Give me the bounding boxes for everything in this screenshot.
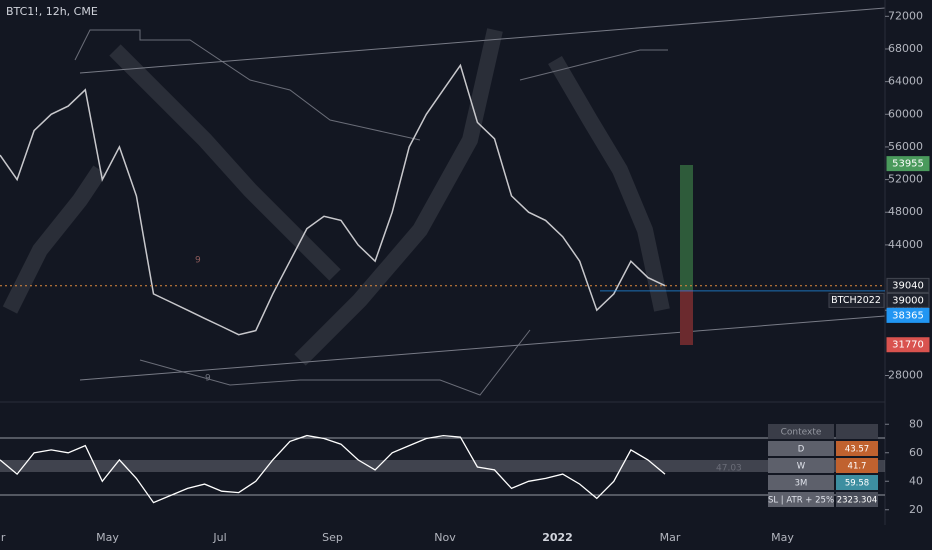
- price-label-box: [886, 156, 930, 172]
- y-tick-label: 56000: [888, 140, 923, 153]
- band: [2, 165, 107, 314]
- table-header-cell: [768, 424, 834, 439]
- table-row-label: D: [798, 445, 805, 455]
- step-line: [74, 29, 421, 141]
- chart-title: BTC1!, 12h, CME: [6, 5, 98, 18]
- series-line: [0, 63, 666, 336]
- y-tick-label: 72000: [888, 9, 923, 22]
- price-label: 31770: [892, 340, 924, 351]
- price-label-box: [886, 307, 930, 323]
- x-tick-label: Nov: [434, 531, 456, 544]
- y-tick-label: 48000: [888, 205, 923, 218]
- table-title: Contexte: [781, 428, 822, 438]
- table-row-value: 59.58: [845, 479, 869, 489]
- price-label: 38365: [892, 310, 924, 321]
- y-tick-label: 44000: [888, 238, 923, 251]
- target-zone: [680, 165, 693, 290]
- y-tick-label: 20: [909, 503, 923, 516]
- channel-lower: [79, 315, 886, 381]
- table-cell: [836, 441, 878, 456]
- stop-zone: [680, 290, 693, 345]
- y-tick-label: 80: [909, 417, 923, 430]
- channel-upper: [79, 7, 886, 74]
- table-cell: [768, 441, 834, 456]
- table-cell: [768, 458, 834, 473]
- table-cell: [836, 458, 878, 473]
- y-tick-label: 28000: [888, 369, 923, 382]
- y-tick-label: 64000: [888, 75, 923, 88]
- table-row-label: SL | ATR + 25%: [768, 496, 834, 506]
- price-label: 39040: [892, 280, 924, 291]
- y-tick-label: 68000: [888, 42, 923, 55]
- price-label-box: [886, 292, 930, 308]
- price-label-box: [886, 277, 930, 293]
- annotation: 9: [205, 374, 211, 384]
- series-line: [0, 434, 666, 504]
- y-tick-label: 40: [909, 474, 923, 487]
- osc-annotation: 47.03: [716, 464, 742, 474]
- price-label-box: [886, 337, 930, 353]
- x-tick-label: May: [96, 531, 119, 544]
- y-tick-label: 60000: [888, 107, 923, 120]
- symbol-box: [828, 292, 885, 308]
- band: [294, 28, 503, 366]
- table-row-value: 2323.304: [837, 496, 878, 506]
- table-header-cell: [836, 424, 878, 439]
- table-row-label: W: [797, 462, 806, 472]
- step-line: [139, 329, 531, 396]
- price-label: 39000: [892, 295, 924, 306]
- annotation: 9: [195, 256, 201, 266]
- step-lines: [74, 29, 668, 396]
- table-cell: [768, 475, 834, 490]
- band: [548, 55, 670, 312]
- x-tick-label: Mar: [660, 531, 681, 544]
- table-row-value: 43.57: [845, 445, 869, 455]
- x-tick-label: May: [771, 531, 794, 544]
- table-row-value: 41.7: [848, 462, 867, 472]
- x-tick-label: 2022: [542, 531, 573, 544]
- y-tick-label: 52000: [888, 173, 923, 186]
- table-row-label: 3M: [795, 479, 808, 489]
- table-cell: [836, 492, 878, 507]
- step-line: [519, 49, 668, 81]
- price-label: 53955: [892, 159, 924, 170]
- x-tick-label: Sep: [322, 531, 343, 544]
- table-cell: [836, 475, 878, 490]
- band: [109, 44, 341, 281]
- table-cell: [768, 492, 834, 507]
- symbol-label: BTCH2022: [831, 295, 881, 306]
- x-tick-label: Jul: [212, 531, 226, 544]
- osc-mid-band: [0, 460, 885, 472]
- y-tick-label: 60: [909, 446, 923, 459]
- background-bands: [2, 28, 670, 366]
- x-tick-label: Mar: [0, 531, 6, 544]
